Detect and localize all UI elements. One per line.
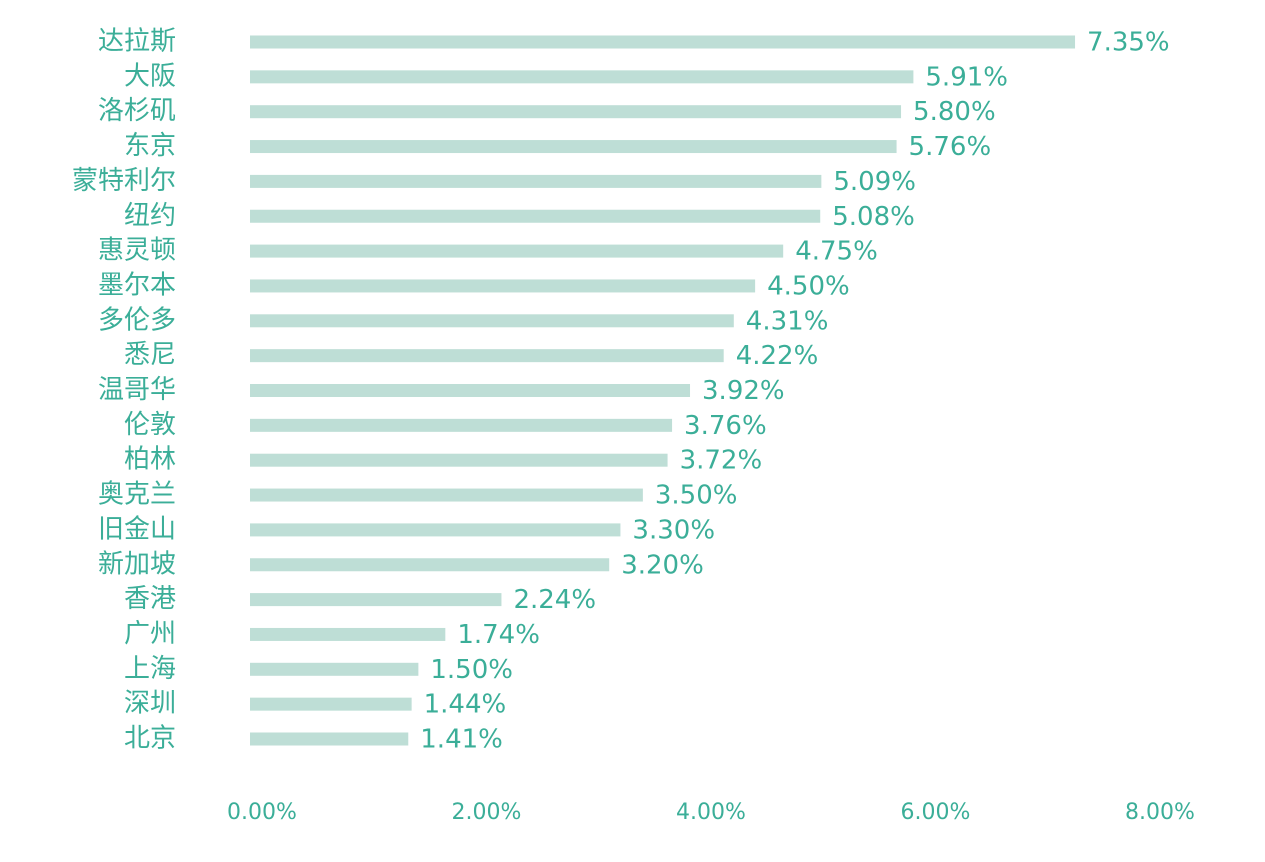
bar	[250, 209, 821, 223]
category-label: 墨尔本	[98, 270, 176, 300]
x-tick-label: 4.00%	[676, 800, 746, 825]
category-label: 惠灵顿	[98, 236, 176, 266]
bar	[250, 105, 902, 119]
category-label: 大阪	[124, 61, 176, 91]
x-tick-label: 8.00%	[1125, 800, 1195, 825]
bar	[250, 314, 734, 328]
category-label: 多伦多	[98, 305, 176, 335]
data-label: 2.24%	[513, 585, 596, 615]
data-label: 1.50%	[430, 655, 513, 685]
x-tick-label: 6.00%	[901, 800, 971, 825]
category-label: 北京	[124, 724, 176, 754]
bar	[250, 627, 446, 641]
category-label: 深圳	[124, 689, 176, 719]
data-label: 1.44%	[424, 690, 507, 720]
category-label: 东京	[124, 131, 176, 161]
bar	[250, 244, 784, 258]
bar	[250, 558, 610, 572]
category-label: 柏林	[124, 445, 176, 475]
data-label: 5.76%	[909, 132, 992, 162]
data-label: 3.92%	[702, 376, 785, 406]
category-label: 悉尼	[124, 340, 176, 370]
data-label: 4.50%	[767, 271, 850, 301]
category-label: 蒙特利尔	[72, 166, 176, 196]
data-label: 4.31%	[746, 306, 829, 336]
bar	[250, 384, 691, 397]
x-tick-label: 0.00%	[227, 800, 297, 825]
x-tick-label: 2.00%	[452, 800, 522, 825]
data-label: 7.35%	[1087, 28, 1170, 58]
category-label: 温哥华	[98, 375, 176, 405]
category-label: 纽约	[124, 201, 176, 231]
bar	[250, 662, 419, 676]
category-label: 旧金山	[98, 514, 176, 544]
data-label: 3.20%	[621, 550, 704, 580]
data-label: 3.72%	[680, 446, 763, 476]
category-label: 新加坡	[98, 549, 176, 579]
bar	[250, 453, 668, 467]
bar	[250, 523, 621, 537]
category-label: 香港	[124, 584, 176, 614]
data-label: 4.75%	[795, 237, 878, 267]
data-label: 1.74%	[457, 620, 540, 650]
data-label: 5.80%	[913, 97, 996, 127]
bar	[250, 70, 914, 84]
bar	[250, 174, 822, 188]
data-label: 5.08%	[832, 202, 915, 232]
category-label: 奥克兰	[98, 480, 176, 510]
bar	[250, 593, 502, 607]
bar	[250, 732, 409, 746]
category-label: 达拉斯	[98, 27, 176, 57]
bar	[250, 418, 673, 432]
data-label: 5.09%	[833, 167, 916, 197]
category-label: 上海	[124, 654, 176, 684]
bar	[250, 140, 897, 154]
category-label: 伦敦	[124, 410, 176, 440]
data-label: 3.76%	[684, 411, 767, 441]
data-label: 4.22%	[736, 341, 819, 371]
bar	[250, 279, 756, 293]
data-label: 3.50%	[655, 481, 738, 511]
category-label: 洛杉矶	[98, 96, 176, 126]
data-label: 3.30%	[632, 515, 715, 545]
data-label: 5.91%	[925, 62, 1008, 92]
bar	[250, 35, 1076, 49]
bar	[250, 488, 643, 502]
bar	[250, 697, 412, 711]
category-label: 广州	[124, 619, 176, 649]
bar	[250, 349, 724, 363]
data-label: 1.41%	[420, 725, 503, 755]
